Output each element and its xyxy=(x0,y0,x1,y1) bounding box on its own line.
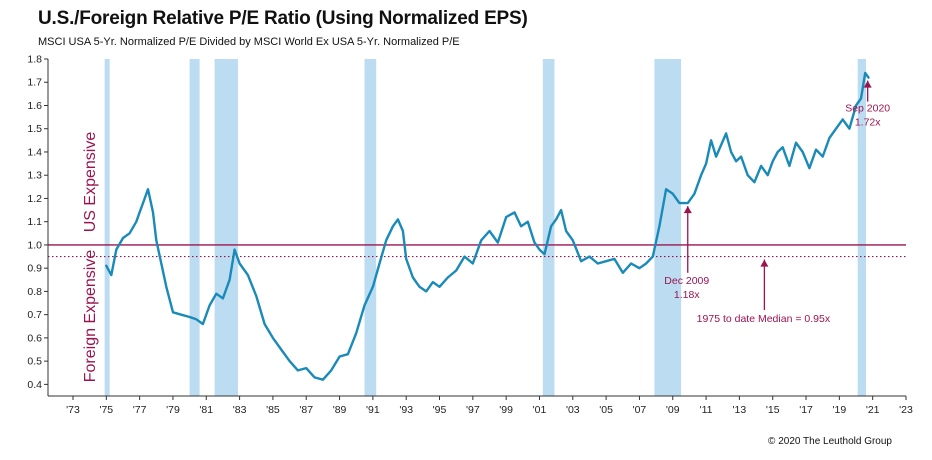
recession-band-4 xyxy=(542,59,555,396)
y-tick-label-1: 0.5 xyxy=(27,356,42,368)
foreign-expensive-label: Foreign Expensive xyxy=(82,250,99,383)
y-tick-label-6: 1.0 xyxy=(27,239,42,251)
x-tick-label-1: '75 xyxy=(99,404,113,416)
x-tick-label-21: '15 xyxy=(766,404,780,416)
recession-band-1 xyxy=(189,59,200,396)
y-tick-label-14: 1.8 xyxy=(27,54,42,66)
sep-2020-arrow-head xyxy=(863,80,872,88)
us-expensive-label: US Expensive xyxy=(82,132,99,233)
x-tick-label-13: '99 xyxy=(499,404,513,416)
x-tick-label-12: '97 xyxy=(466,404,480,416)
series-line-0 xyxy=(105,71,870,381)
recession-bands xyxy=(104,59,867,396)
x-tick-label-16: '05 xyxy=(599,404,613,416)
recession-band-6 xyxy=(857,59,867,396)
axes: 0.4 0.5 0.6 0.7 0.8 0.9 1.0 1.1 1.2 1.3 1.4 1.5 1.6 1… xyxy=(27,54,913,417)
copyright-credit: © 2020 The Leuthold Group xyxy=(768,436,892,447)
x-tick-label-18: '09 xyxy=(666,404,680,416)
y-tick-label-8: 1.2 xyxy=(27,193,42,205)
y-tick-label-13: 1.7 xyxy=(27,77,42,89)
x-tick-label-4: '81 xyxy=(199,404,213,416)
y-tick-label-4: 0.8 xyxy=(27,286,42,298)
y-tick-label-5: 0.9 xyxy=(27,263,42,275)
x-tick-label-22: '17 xyxy=(799,404,813,416)
x-tick-label-9: '91 xyxy=(366,404,380,416)
x-tick-label-7: '87 xyxy=(299,404,313,416)
y-tick-label-3: 0.7 xyxy=(27,309,42,321)
sep-2020-label-line-0: Sep 2020 xyxy=(845,103,890,115)
x-tick-label-2: '77 xyxy=(133,404,147,416)
y-tick-label-11: 1.5 xyxy=(27,123,42,135)
recession-band-3 xyxy=(364,59,377,396)
median-arrow-head xyxy=(760,259,769,267)
x-tick-label-11: '95 xyxy=(433,404,447,416)
x-tick-label-6: '85 xyxy=(266,404,280,416)
x-tick-label-19: '11 xyxy=(700,404,713,416)
x-tick-label-5: '83 xyxy=(233,404,247,416)
x-tick-label-25: '23 xyxy=(899,404,913,416)
x-tick-label-8: '89 xyxy=(333,404,347,416)
chart-subtitle: MSCI USA 5-Yr. Normalized P/E Divided by… xyxy=(38,36,460,48)
series-layer xyxy=(105,71,870,381)
recession-band-0 xyxy=(104,59,110,396)
y-tick-label-10: 1.4 xyxy=(27,146,42,158)
x-tick-label-15: '03 xyxy=(566,404,580,416)
x-tick-label-10: '93 xyxy=(399,404,413,416)
dec-2009-arrow-head xyxy=(683,206,692,214)
y-tick-label-2: 0.6 xyxy=(27,332,42,344)
annotations: Sep 2020 1.72x Dec 2009 1.18x 1975 to date M… xyxy=(664,80,890,325)
reference-lines xyxy=(48,244,906,258)
y-tick-label-9: 1.3 xyxy=(27,170,42,182)
sep-2020-label-line-1: 1.72x xyxy=(855,117,881,129)
dec-2009-label-line-1: 1.18x xyxy=(674,289,700,301)
x-tick-label-17: '07 xyxy=(633,404,647,416)
x-tick-label-24: '21 xyxy=(866,404,880,416)
median-label-line-0: 1975 to date Median = 0.95x xyxy=(697,313,831,325)
chart-title: U.S./Foreign Relative P/E Ratio (Using N… xyxy=(38,8,528,29)
x-tick-label-3: '79 xyxy=(166,404,180,416)
dec-2009-label-line-0: Dec 2009 xyxy=(664,275,709,287)
recession-band-2 xyxy=(214,59,238,396)
y-tick-label-12: 1.6 xyxy=(27,100,42,112)
x-tick-label-23: '19 xyxy=(833,404,847,416)
y-tick-label-0: 0.4 xyxy=(27,379,42,391)
x-tick-label-20: '13 xyxy=(733,404,747,416)
x-tick-label-14: '01 xyxy=(533,404,547,416)
y-tick-label-7: 1.1 xyxy=(27,216,42,228)
x-tick-label-0: '73 xyxy=(66,404,80,416)
